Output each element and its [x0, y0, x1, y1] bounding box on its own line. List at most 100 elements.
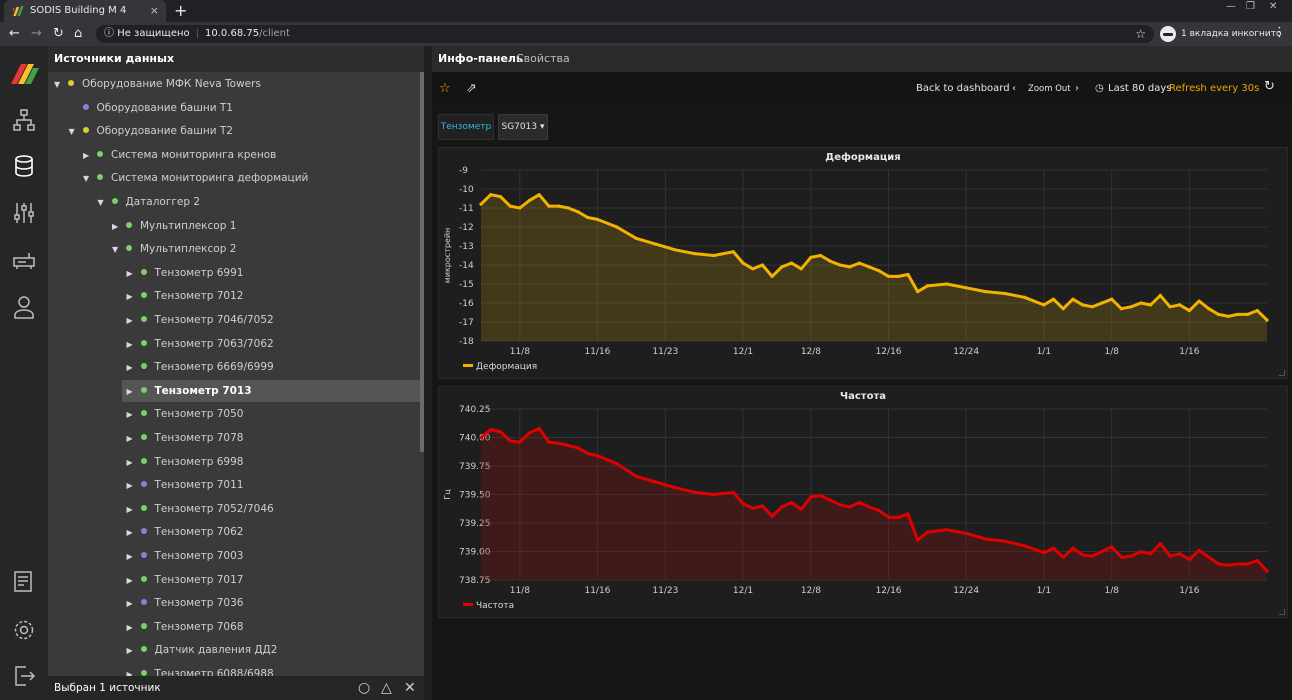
- expand-right-icon[interactable]: ▶: [126, 292, 133, 302]
- tree-item[interactable]: ▶ Тензометр 6991: [48, 262, 420, 284]
- tree-item[interactable]: ▶ Тензометр 7013: [122, 379, 420, 402]
- expand-right-icon[interactable]: ▶: [112, 221, 119, 231]
- refresh-icon[interactable]: ↻: [1264, 79, 1275, 94]
- tree-item[interactable]: ▶ Тензометр 7003: [48, 545, 420, 567]
- data-point: [1071, 546, 1075, 550]
- browser-tab[interactable]: SODIS Building M 4 ×: [4, 0, 166, 22]
- frequency-chart[interactable]: 740.25 740.00 739.75 739.50 739.25 739.00 738.…: [439, 387, 1287, 617]
- refresh-interval[interactable]: Refresh every 30s: [1169, 83, 1260, 94]
- expand-right-icon[interactable]: ▶: [126, 646, 133, 656]
- user-icon[interactable]: [12, 295, 36, 319]
- tree-item[interactable]: ▶ Тензометр 6669/6999: [48, 356, 420, 378]
- share-icon[interactable]: ⇗: [466, 81, 477, 96]
- restore-icon[interactable]: ❐: [1246, 1, 1255, 12]
- expand-right-icon[interactable]: ▶: [126, 434, 133, 443]
- tree-item[interactable]: ▶ Тензометр 7068: [48, 616, 420, 638]
- tree-item[interactable]: ▶ Тензометр 7050: [48, 403, 420, 425]
- variable-select[interactable]: SG7013 ▾: [498, 114, 548, 140]
- tree-item[interactable]: ▶ Тензометр 6088/6988: [48, 663, 420, 676]
- panel-resize-handle[interactable]: [1279, 609, 1285, 615]
- expand-down-icon[interactable]: ▼: [83, 174, 90, 184]
- expand-right-icon[interactable]: ▶: [126, 552, 133, 561]
- database-icon[interactable]: [12, 154, 36, 178]
- logout-icon[interactable]: [12, 664, 36, 688]
- info-icon[interactable]: ⓘ: [104, 28, 114, 39]
- expand-right-icon[interactable]: ▶: [83, 150, 90, 160]
- expand-right-icon[interactable]: ▶: [126, 599, 133, 609]
- expand-right-icon[interactable]: ▶: [126, 575, 133, 585]
- zoom-prev-chevron-icon[interactable]: ‹: [1012, 83, 1016, 94]
- tab-info-panel[interactable]: Инфо-панель: [438, 52, 523, 65]
- report-icon[interactable]: [12, 570, 36, 594]
- structure-icon[interactable]: [12, 108, 36, 132]
- tree-item[interactable]: ▶ Тензометр 7062: [48, 521, 420, 543]
- expand-down-icon[interactable]: ▼: [54, 80, 61, 89]
- tree-item[interactable]: ▶ Тензометр 7012: [48, 285, 420, 307]
- incognito-indicator[interactable]: 1 вкладка инкогнито: [1160, 26, 1282, 42]
- expand-right-icon[interactable]: ▶: [126, 410, 133, 420]
- forward-arrow-icon[interactable]: →: [31, 26, 42, 41]
- expand-down-icon[interactable]: ▼: [112, 245, 119, 255]
- tree-scrollbar[interactable]: [420, 72, 424, 452]
- tree-item[interactable]: ▶ Тензометр 7063/7062: [48, 333, 420, 355]
- expand-right-icon[interactable]: ▶: [126, 386, 133, 396]
- circle-action-icon[interactable]: ○: [358, 680, 371, 696]
- tree-item[interactable]: ▼ Система мониторинга деформаций: [48, 167, 420, 189]
- new-tab-button[interactable]: +: [174, 1, 188, 20]
- deformation-legend[interactable]: Деформация: [463, 362, 537, 372]
- tree-item[interactable]: ▶ Датчик давления ДД2: [48, 639, 420, 661]
- minimize-icon[interactable]: —: [1226, 1, 1236, 12]
- tree-item[interactable]: ▶ Тензометр 7078: [48, 427, 420, 449]
- tree-item[interactable]: ▶ Тензометр 7036: [48, 592, 420, 614]
- deformation-chart[interactable]: -9 -10 -11 -12 -13 -14 -15 -16 -17 -18 11/8 11/16 11…: [439, 148, 1287, 378]
- tab-close-icon[interactable]: ×: [149, 4, 159, 17]
- tree-item[interactable]: ▶ Тензометр 7011: [48, 474, 420, 496]
- tree-item[interactable]: ▼ Даталоггер 2: [48, 191, 420, 213]
- browser-menu-icon[interactable]: ⋮: [1273, 25, 1286, 40]
- expand-right-icon[interactable]: ▶: [126, 316, 133, 325]
- address-bar[interactable]: ⓘ Не защищено | 10.0.68.75/client ☆: [96, 25, 1154, 43]
- deformation-panel[interactable]: Деформация -9 -10 -11 -12 -13 -14 -15 -16 -17 -18…: [438, 147, 1288, 379]
- expand-right-icon[interactable]: ▶: [126, 670, 133, 676]
- home-icon[interactable]: ⌂: [74, 26, 83, 41]
- expand-right-icon[interactable]: ▶: [126, 504, 133, 514]
- tree-item[interactable]: ▼ Оборудование МФК Neva Towers: [48, 73, 420, 95]
- tree-item[interactable]: ▶ Тензометр 7046/7052: [48, 309, 420, 331]
- sliders-icon[interactable]: [12, 201, 36, 225]
- frequency-panel[interactable]: Частота 740.25 740.00 739.75 739.50 739.25 73…: [438, 386, 1288, 618]
- expand-down-icon[interactable]: ▼: [97, 198, 104, 207]
- panel-resize-handle[interactable]: [1279, 370, 1285, 376]
- tree-item[interactable]: ▶ Тензометр 6998: [48, 451, 420, 473]
- expand-down-icon[interactable]: ▼: [68, 127, 75, 137]
- favorite-star-icon[interactable]: ☆: [439, 81, 451, 96]
- tree-item[interactable]: ▶ Мультиплексор 1: [48, 215, 420, 237]
- tree-item[interactable]: Оборудование башни T1: [48, 97, 420, 119]
- clear-selection-icon[interactable]: ✕: [404, 680, 416, 696]
- expand-right-icon[interactable]: ▶: [126, 339, 133, 349]
- tree-item[interactable]: ▼ Оборудование башни T2: [48, 120, 420, 142]
- panel-divider[interactable]: [424, 46, 432, 700]
- reload-icon[interactable]: ↻: [53, 26, 64, 41]
- zoom-out-button[interactable]: Zoom Out: [1028, 84, 1071, 94]
- expand-right-icon[interactable]: ▶: [126, 268, 133, 278]
- zoom-next-chevron-icon[interactable]: ›: [1075, 83, 1079, 94]
- tree-item[interactable]: ▶ Тензометр 7052/7046: [48, 498, 420, 520]
- window-close-icon[interactable]: ✕: [1269, 1, 1278, 12]
- triangle-action-icon[interactable]: △: [381, 680, 392, 696]
- tree-item[interactable]: ▼ Мультиплексор 2: [48, 238, 420, 260]
- settings-gear-icon[interactable]: [12, 618, 36, 642]
- bookmark-star-icon[interactable]: ☆: [1135, 27, 1146, 41]
- back-to-dashboard-link[interactable]: Back to dashboard: [916, 83, 1010, 94]
- back-arrow-icon[interactable]: ←: [9, 26, 20, 41]
- expand-right-icon[interactable]: ▶: [126, 363, 133, 373]
- tree-item[interactable]: ▶ Система мониторинга кренов: [48, 144, 420, 166]
- expand-right-icon[interactable]: ▶: [126, 481, 133, 491]
- expand-right-icon[interactable]: ▶: [126, 457, 133, 467]
- expand-right-icon[interactable]: ▶: [126, 528, 133, 538]
- tab-properties[interactable]: Свойства: [516, 52, 570, 65]
- frequency-legend[interactable]: Частота: [463, 601, 514, 611]
- expand-right-icon[interactable]: ▶: [126, 622, 133, 632]
- tree-item[interactable]: ▶ Тензометр 7017: [48, 569, 420, 591]
- device-icon[interactable]: [12, 249, 36, 273]
- time-range-picker[interactable]: Last 80 days: [1108, 83, 1172, 94]
